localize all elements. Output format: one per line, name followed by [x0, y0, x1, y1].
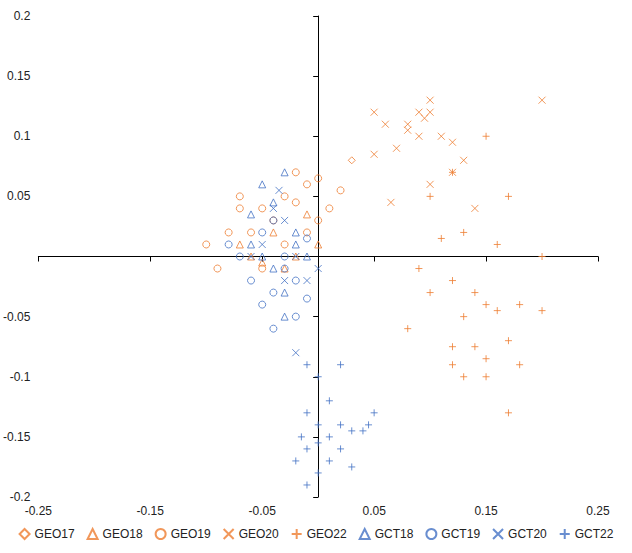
svg-text:-0.25: -0.25: [25, 504, 53, 518]
svg-text:0.1: 0.1: [14, 129, 31, 143]
svg-text:0.15: 0.15: [7, 69, 31, 83]
svg-text:0.05: 0.05: [7, 189, 31, 203]
svg-text:GEO18: GEO18: [103, 527, 143, 541]
svg-text:-0.1: -0.1: [10, 370, 31, 384]
svg-text:GCT22: GCT22: [575, 527, 614, 541]
svg-text:GEO19: GEO19: [171, 527, 211, 541]
svg-text:GEO20: GEO20: [239, 527, 279, 541]
svg-text:0.2: 0.2: [14, 9, 31, 23]
svg-text:-0.2: -0.2: [10, 490, 31, 504]
svg-text:-0.05: -0.05: [3, 310, 31, 324]
svg-text:GCT19: GCT19: [441, 527, 480, 541]
svg-text:0.05: 0.05: [362, 504, 386, 518]
svg-text:GEO17: GEO17: [35, 527, 75, 541]
svg-text:-0.15: -0.15: [137, 504, 165, 518]
svg-text:0.25: 0.25: [586, 504, 610, 518]
svg-text:GCT18: GCT18: [375, 527, 414, 541]
svg-text:-0.05: -0.05: [249, 504, 277, 518]
svg-text:0.15: 0.15: [474, 504, 498, 518]
svg-text:GCT20: GCT20: [508, 527, 547, 541]
svg-text:GEO22: GEO22: [307, 527, 347, 541]
svg-text:-0.15: -0.15: [3, 430, 31, 444]
